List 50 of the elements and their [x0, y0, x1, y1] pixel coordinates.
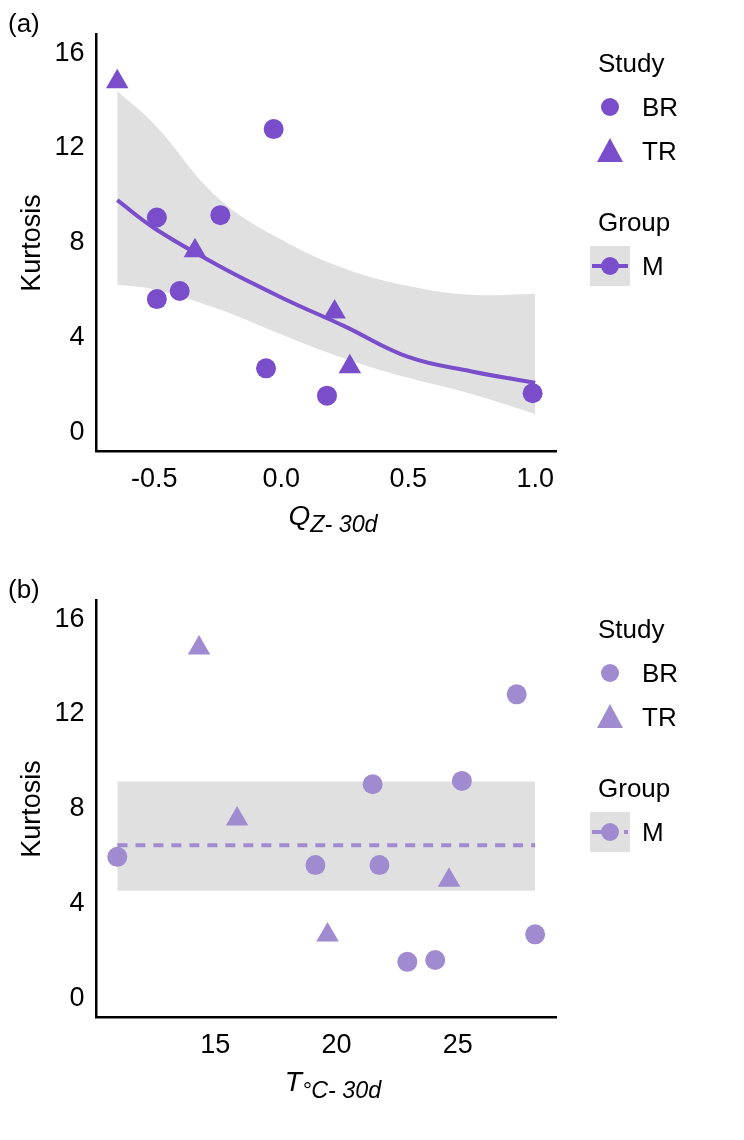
y-axis-title: Kurtosis	[15, 760, 46, 858]
y-tick-label: 12	[54, 697, 85, 728]
legend-label: M	[642, 816, 664, 848]
point	[210, 205, 231, 226]
point	[362, 774, 383, 795]
legend-label: M	[642, 250, 664, 282]
y-axis-title: Kurtosis	[15, 194, 46, 292]
y-tick-label: 8	[69, 226, 85, 257]
text: Group	[598, 773, 672, 804]
point	[522, 383, 543, 404]
text: Group	[598, 207, 672, 238]
legend-label: TR	[642, 701, 677, 733]
x-tick-label: 0.5	[389, 463, 427, 494]
legend-label: BR	[642, 91, 679, 123]
point	[107, 846, 128, 867]
y-tick-label: 8	[69, 792, 85, 823]
x-axis-title: Q$_{Z- 30d}$	[287, 500, 379, 538]
point	[305, 855, 326, 876]
point	[146, 207, 167, 228]
point	[316, 385, 337, 406]
legend-label: BR	[642, 657, 679, 689]
x-tick-label: 25	[442, 1029, 473, 1060]
legend-title: Study	[598, 48, 666, 79]
y-tick-label: 16	[54, 36, 85, 67]
point	[425, 949, 446, 970]
y-tick-label: 0	[69, 982, 85, 1013]
chart-title: (a)	[8, 8, 40, 39]
x-axis-title: T$_{°C- 30d}$	[283, 1066, 383, 1104]
point	[146, 289, 167, 310]
y-tick-label: 0	[69, 416, 85, 447]
x-tick-label: 20	[321, 1029, 352, 1060]
y-tick-label: 16	[54, 602, 85, 633]
x-tick-label: 0.0	[262, 463, 301, 494]
point	[525, 924, 546, 945]
x-tick-label: 1.0	[516, 463, 554, 494]
legend-title: Study	[598, 614, 666, 645]
x-tick-label: -0.5	[131, 463, 178, 494]
point	[451, 770, 472, 791]
point	[263, 119, 284, 140]
chart-title: (b)	[8, 574, 40, 605]
y-tick-label: 4	[69, 321, 85, 352]
point	[397, 951, 418, 972]
legend-label: TR	[642, 135, 677, 167]
point	[256, 358, 277, 379]
x-tick-label: 15	[200, 1029, 231, 1060]
point	[369, 855, 390, 876]
point	[506, 684, 527, 705]
y-tick-label: 12	[54, 131, 85, 162]
y-tick-label: 4	[69, 887, 85, 918]
point	[169, 281, 190, 302]
